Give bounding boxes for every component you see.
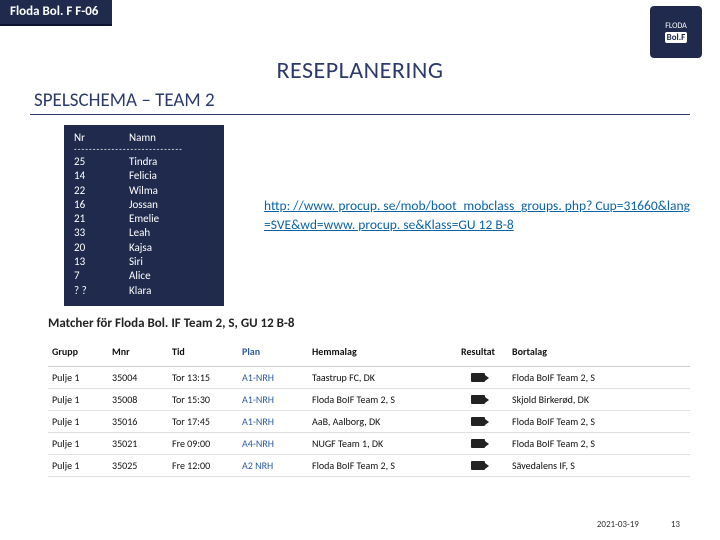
roster-name: Klara xyxy=(129,284,151,298)
cell-mnr: 35004 xyxy=(108,367,168,388)
cell-home: Floda BoIF Team 2, S xyxy=(308,389,448,410)
cell-tid: Tor 15:30 xyxy=(168,389,238,410)
roster-row: 20Kajsa xyxy=(74,241,214,255)
roster-box: Nr Namn ----------------------------- 25… xyxy=(64,125,224,306)
cell-grupp: Pulje 1 xyxy=(48,367,108,388)
col-home: Hemmalag xyxy=(308,341,448,362)
matches-row: Pulje 135008Tor 15:30A1-NRHFloda BoIF Te… xyxy=(48,389,690,411)
cell-tid: Fre 09:00 xyxy=(168,433,238,454)
roster-row: 33Leah xyxy=(74,226,214,240)
cell-away: Skjold Birkerød, DK xyxy=(508,389,648,410)
roster-name: Jossan xyxy=(129,198,158,212)
matches-row: Pulje 135025Fre 12:00A2 NRHFloda BoIF Te… xyxy=(48,455,690,477)
cell-home: Taastrup FC, DK xyxy=(308,367,448,388)
cell-grupp: Pulje 1 xyxy=(48,433,108,454)
roster-name: Alice xyxy=(129,269,151,283)
roster-nr: 16 xyxy=(74,198,129,212)
cell-mnr: 35021 xyxy=(108,433,168,454)
roster-row: 21Emelie xyxy=(74,212,214,226)
result-icon xyxy=(471,439,485,448)
roster-row: 22Wilma xyxy=(74,184,214,198)
cell-result xyxy=(448,455,508,476)
col-tid: Tid xyxy=(168,341,238,362)
matches-row: Pulje 135016Tor 17:45A1-NRHAaB, Aalborg,… xyxy=(48,411,690,433)
roster-name: Kajsa xyxy=(129,241,152,255)
cell-tid: Tor 17:45 xyxy=(168,411,238,432)
matches-row: Pulje 135004Tor 13:15A1-NRHTaastrup FC, … xyxy=(48,367,690,389)
roster-name: Emelie xyxy=(129,212,159,226)
col-mnr: Mnr xyxy=(108,341,168,362)
roster-nr: 7 xyxy=(74,269,129,283)
roster-name: Leah xyxy=(129,226,150,240)
cell-tid: Fre 12:00 xyxy=(168,455,238,476)
roster-nr: 25 xyxy=(74,155,129,169)
col-away: Bortalag xyxy=(508,341,648,362)
result-icon xyxy=(471,417,485,426)
cell-mnr: 35016 xyxy=(108,411,168,432)
roster-nr: 21 xyxy=(74,212,129,226)
result-icon xyxy=(471,395,485,404)
cell-grupp: Pulje 1 xyxy=(48,411,108,432)
matches-row: Pulje 135021Fre 09:00A4-NRHNUGF Team 1, … xyxy=(48,433,690,455)
cell-grupp: Pulje 1 xyxy=(48,455,108,476)
roster-head-name: Namn xyxy=(129,131,156,144)
cell-result xyxy=(448,433,508,454)
roster-row: 14Felicia xyxy=(74,169,214,183)
footer-page: 13 xyxy=(671,519,680,530)
matches-title: Matcher för Floda Bol. IF Team 2, S, GU … xyxy=(48,316,690,331)
result-icon xyxy=(471,373,485,382)
logo-text-top: FLODA xyxy=(665,22,687,30)
roster-nr: 20 xyxy=(74,241,129,255)
roster-nr: 14 xyxy=(74,169,129,183)
roster-row: ? ?Klara xyxy=(74,284,214,298)
page-title: RESEPLANERING xyxy=(30,56,690,85)
col-result: Resultat xyxy=(448,341,508,362)
cell-grupp: Pulje 1 xyxy=(48,389,108,410)
footer-date: 2021-03-19 xyxy=(597,519,639,530)
roster-row: 16Jossan xyxy=(74,198,214,212)
roster-row: 13Siri xyxy=(74,255,214,269)
roster-row: 25Tindra xyxy=(74,155,214,169)
cell-plan: A1-NRH xyxy=(238,411,308,432)
col-grupp: Grupp xyxy=(48,341,108,362)
matches-header: Grupp Mnr Tid Plan Hemmalag Resultat Bor… xyxy=(48,341,690,367)
roster-name: Wilma xyxy=(129,184,158,198)
cell-away: Floda BoIF Team 2, S xyxy=(508,367,648,388)
cell-result xyxy=(448,411,508,432)
cell-away: Floda BoIF Team 2, S xyxy=(508,411,648,432)
cell-away: Sävedalens IF, S xyxy=(508,455,648,476)
cell-mnr: 35008 xyxy=(108,389,168,410)
cell-plan: A1-NRH xyxy=(238,367,308,388)
cell-home: NUGF Team 1, DK xyxy=(308,433,448,454)
page-subtitle: SPELSCHEMA – TEAM 2 xyxy=(34,89,690,112)
result-icon xyxy=(471,461,485,470)
col-plan: Plan xyxy=(238,341,308,362)
roster-name: Felicia xyxy=(129,169,157,183)
roster-nr: 33 xyxy=(74,226,129,240)
cell-mnr: 35025 xyxy=(108,455,168,476)
cell-home: AaB, Aalborg, DK xyxy=(308,411,448,432)
cell-away: Floda BoIF Team 2, S xyxy=(508,433,648,454)
roster-head-nr: Nr xyxy=(74,131,129,144)
cell-plan: A2 NRH xyxy=(238,455,308,476)
roster-name: Tindra xyxy=(129,155,157,169)
cell-result xyxy=(448,389,508,410)
cell-plan: A1-NRH xyxy=(238,389,308,410)
cell-plan: A4-NRH xyxy=(238,433,308,454)
cell-tid: Tor 13:15 xyxy=(168,367,238,388)
cell-home: Floda BoIF Team 2, S xyxy=(308,455,448,476)
roster-nr: 13 xyxy=(74,255,129,269)
roster-row: 7Alice xyxy=(74,269,214,283)
roster-name: Siri xyxy=(129,255,143,269)
schedule-link[interactable]: http: //www. procup. se/mob/boot_mobclas… xyxy=(264,197,690,233)
cell-result xyxy=(448,367,508,388)
roster-separator: ----------------------------- xyxy=(74,144,214,155)
header-tab: Floda Bol. F F-06 xyxy=(0,0,112,26)
roster-nr: ? ? xyxy=(74,284,129,298)
title-rule xyxy=(30,114,690,115)
roster-nr: 22 xyxy=(74,184,129,198)
